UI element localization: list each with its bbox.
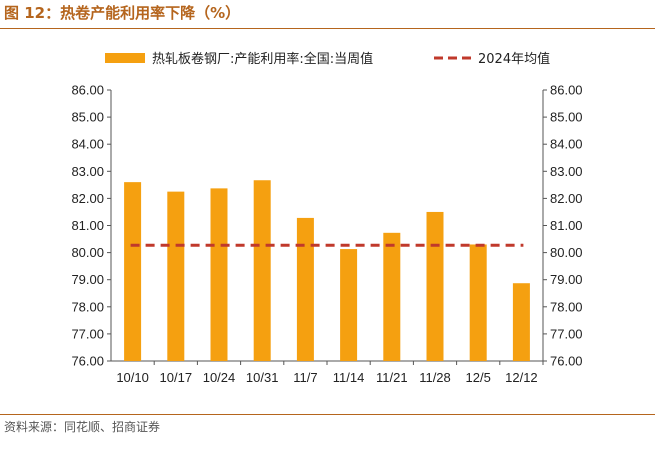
y-tick-label-left: 84.00 <box>71 137 104 152</box>
y-tick-label-right: 82.00 <box>550 191 583 206</box>
legend-bar-swatch <box>105 53 145 63</box>
bar <box>383 232 401 361</box>
y-tick-label-right: 78.00 <box>550 299 583 314</box>
bar <box>426 211 444 361</box>
y-tick-label-left: 83.00 <box>71 164 104 179</box>
bar <box>253 180 271 361</box>
source-note: 资料来源：同花顺、招商证券 <box>4 420 161 434</box>
y-tick-label-right: 76.00 <box>550 354 583 369</box>
bar <box>469 244 487 361</box>
legend-bar-label: 热轧板卷钢厂:产能利用率:全国:当周值 <box>152 51 373 67</box>
y-tick-label-right: 86.00 <box>550 83 583 98</box>
legend: 热轧板卷钢厂:产能利用率:全国:当周值 2024年均值 <box>105 51 550 67</box>
x-tick-label: 10/31 <box>246 370 279 385</box>
y-tick-label-left: 78.00 <box>71 299 104 314</box>
chart: 热轧板卷钢厂:产能利用率:全国:当周值 2024年均值 86.00 86.00 85… <box>71 51 582 386</box>
x-tick-label: 10/10 <box>116 370 149 385</box>
y-tick-label-left: 80.00 <box>71 245 104 260</box>
x-tick-label: 10/17 <box>160 370 193 385</box>
bar <box>124 182 142 361</box>
bar <box>340 249 358 361</box>
x-tick-label: 11/7 <box>293 370 317 385</box>
bar <box>167 191 185 361</box>
x-tick-label: 12/5 <box>466 370 491 385</box>
bar <box>210 188 228 361</box>
y-tick-label-right: 83.00 <box>550 164 583 179</box>
legend-line-label: 2024年均值 <box>478 51 550 67</box>
y-tick-label-right: 79.00 <box>550 272 583 287</box>
x-tick-label: 11/28 <box>419 370 451 385</box>
y-tick-label-right: 84.00 <box>550 137 583 152</box>
y-tick-label-left: 77.00 <box>71 326 104 341</box>
y-tick-label-left: 81.00 <box>71 218 104 233</box>
y-tick-label-left: 85.00 <box>71 110 104 125</box>
x-tick-label: 10/24 <box>203 370 236 385</box>
bar <box>296 217 314 361</box>
plot-area: 86.00 86.00 85.00 85.00 84.00 84.00 83.00 83.00… <box>71 83 582 386</box>
y-tick-label-left: 76.00 <box>71 354 104 369</box>
x-tick-label: 12/12 <box>505 370 538 385</box>
y-tick-label-right: 77.00 <box>550 326 583 341</box>
y-tick-label-right: 85.00 <box>550 110 583 125</box>
y-tick-label-left: 86.00 <box>71 83 104 98</box>
y-tick-label-right: 80.00 <box>550 245 583 260</box>
y-tick-label-right: 81.00 <box>550 218 583 233</box>
footer-divider <box>0 414 655 415</box>
x-tick-label: 11/14 <box>333 370 365 385</box>
y-tick-label-left: 79.00 <box>71 272 104 287</box>
figure-title: 图 12：热卷产能利用率下降（%） <box>4 4 241 22</box>
x-tick-label: 11/21 <box>376 370 408 385</box>
y-tick-label-left: 82.00 <box>71 191 104 206</box>
title-divider <box>0 28 655 29</box>
bar <box>512 283 530 361</box>
